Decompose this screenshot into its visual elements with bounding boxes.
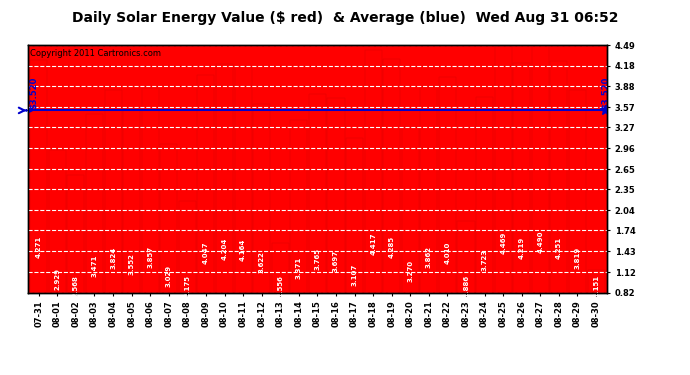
Bar bbox=[309, 94, 326, 348]
Text: 3.824: 3.824 bbox=[110, 246, 116, 268]
Text: $3.520: $3.520 bbox=[30, 77, 39, 109]
Text: $3.520: $3.520 bbox=[601, 77, 610, 109]
Text: 3.697: 3.697 bbox=[333, 249, 339, 272]
Text: 3.552: 3.552 bbox=[128, 253, 135, 275]
Bar bbox=[513, 63, 531, 348]
Text: 4.251: 4.251 bbox=[556, 236, 562, 258]
Bar bbox=[569, 90, 586, 348]
Text: 3.622: 3.622 bbox=[259, 251, 265, 273]
Text: 3.107: 3.107 bbox=[351, 263, 357, 286]
Text: 4.271: 4.271 bbox=[36, 236, 42, 258]
Text: 3.862: 3.862 bbox=[426, 246, 432, 268]
Bar bbox=[160, 144, 177, 348]
Bar bbox=[179, 201, 196, 348]
Bar bbox=[290, 120, 307, 348]
Text: Copyright 2011 Cartronics.com: Copyright 2011 Cartronics.com bbox=[30, 49, 161, 58]
Text: 3.765: 3.765 bbox=[315, 248, 320, 270]
Text: 3.371: 3.371 bbox=[296, 257, 302, 279]
Bar bbox=[328, 99, 344, 348]
Text: 4.469: 4.469 bbox=[500, 231, 506, 254]
Bar bbox=[253, 104, 270, 348]
Text: 3.029: 3.029 bbox=[166, 265, 172, 287]
Bar bbox=[532, 45, 549, 348]
Text: 4.285: 4.285 bbox=[388, 236, 395, 258]
Text: 4.417: 4.417 bbox=[370, 232, 376, 255]
Text: 4.204: 4.204 bbox=[221, 237, 228, 260]
Text: 2.568: 2.568 bbox=[73, 275, 79, 297]
Text: Daily Solar Energy Value ($ red)  & Average (blue)  Wed Aug 31 06:52: Daily Solar Energy Value ($ red) & Avera… bbox=[72, 11, 618, 25]
Bar bbox=[439, 77, 456, 348]
Bar bbox=[104, 90, 121, 348]
Bar bbox=[49, 150, 66, 348]
Text: 2.929: 2.929 bbox=[55, 268, 60, 290]
Bar bbox=[402, 127, 419, 348]
Bar bbox=[551, 61, 567, 348]
Bar bbox=[86, 114, 103, 348]
Text: 3.270: 3.270 bbox=[407, 260, 413, 282]
Bar bbox=[123, 108, 140, 348]
Bar bbox=[235, 67, 252, 348]
Bar bbox=[364, 50, 382, 348]
Text: 3.857: 3.857 bbox=[147, 246, 153, 268]
Text: 4.219: 4.219 bbox=[519, 237, 525, 260]
Bar bbox=[476, 97, 493, 348]
Bar bbox=[30, 60, 48, 348]
Text: 3.819: 3.819 bbox=[575, 246, 580, 269]
Bar bbox=[457, 220, 475, 348]
Text: 1.556: 1.556 bbox=[277, 275, 284, 297]
Bar bbox=[272, 243, 289, 348]
Bar bbox=[346, 138, 363, 348]
Text: 4.010: 4.010 bbox=[444, 242, 451, 264]
Bar bbox=[383, 59, 400, 348]
Bar bbox=[495, 46, 512, 348]
Text: 2.175: 2.175 bbox=[184, 275, 190, 297]
Text: 4.047: 4.047 bbox=[203, 241, 209, 264]
Text: 3.723: 3.723 bbox=[482, 249, 488, 271]
Bar bbox=[197, 75, 215, 348]
Bar bbox=[216, 64, 233, 348]
Text: 1.151: 1.151 bbox=[593, 275, 599, 297]
Text: 3.471: 3.471 bbox=[92, 255, 97, 277]
Bar bbox=[141, 88, 159, 348]
Text: 1.886: 1.886 bbox=[463, 275, 469, 297]
Bar bbox=[68, 175, 84, 348]
Text: 4.164: 4.164 bbox=[240, 238, 246, 261]
Bar bbox=[420, 87, 437, 348]
Text: 4.490: 4.490 bbox=[538, 231, 543, 253]
Bar bbox=[587, 270, 604, 348]
